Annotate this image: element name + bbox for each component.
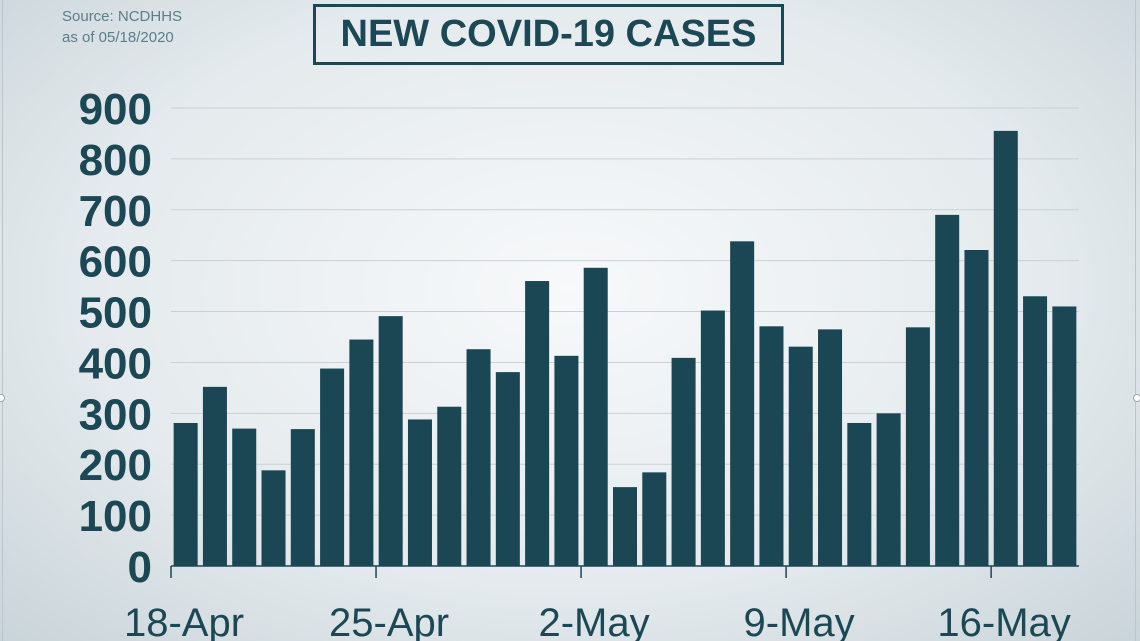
bar-16-May [993,130,1018,566]
y-tick-label: 900 [79,85,152,134]
bar-19-Apr [202,386,227,566]
bar-3-May [612,487,638,566]
bar-1-May [554,355,579,566]
bar-9-May [788,346,813,566]
bar-2-May [583,267,608,566]
bar-22-Apr [290,429,315,566]
x-tick-label: 25-Apr [329,601,449,641]
x-tick-label: 9-May [744,601,855,641]
y-tick-label: 0 [128,543,152,592]
bar-30-Apr [525,281,550,566]
left-edge-handle [0,394,5,402]
bar-27-Apr [437,406,462,566]
x-tick-label: 2-May [538,601,649,641]
bar-6-May [700,310,725,566]
chart-title-text: NEW COVID-19 CASES [340,13,757,55]
bar-25-Apr [378,316,403,566]
bar-24-Apr [349,339,374,566]
y-tick-label: 700 [79,187,152,236]
bar-20-Apr [232,428,257,566]
source-line: Source: NCDHHS [62,8,183,25]
bar-4-May [642,472,667,566]
bar-23-Apr [320,368,345,566]
bar-14-May [935,214,960,566]
x-axis-labels: 18-Apr 25-Apr 2-May 9-May 16-May [124,601,1071,641]
bar-15-May [964,249,989,567]
bar-26-Apr [407,419,432,566]
bar-7-May [730,241,755,566]
bar-21-Apr [261,470,286,566]
y-tick-label: 300 [79,390,152,439]
as-of-date: as of 05/18/2020 [62,29,174,46]
bar-8-May [759,326,784,566]
bar-17-May [1023,296,1048,566]
y-tick-label: 800 [79,136,152,185]
x-tick-label: 18-Apr [124,601,244,641]
bar-18-Apr [173,423,198,566]
bar-28-Apr [466,349,491,566]
bar-29-Apr [495,372,520,566]
bar-12-May [876,413,901,566]
y-tick-label: 600 [79,238,152,287]
y-tick-label: 200 [79,441,152,490]
x-tick-label: 16-May [937,601,1070,641]
y-tick-label: 400 [79,339,152,388]
right-edge-handle [1133,394,1140,402]
x-axis [170,565,1079,578]
bar-18-May [1052,306,1077,566]
source-note: Source: NCDHHS as of 05/18/2020 [62,6,182,48]
bars [173,130,1077,567]
bar-5-May [671,357,696,566]
chart-title: NEW COVID-19 CASES [313,4,784,65]
bar-13-May [905,327,930,566]
y-tick-label: 100 [79,492,152,541]
y-tick-label: 500 [79,289,152,338]
bar-10-May [818,329,843,566]
bar-11-May [847,423,872,566]
